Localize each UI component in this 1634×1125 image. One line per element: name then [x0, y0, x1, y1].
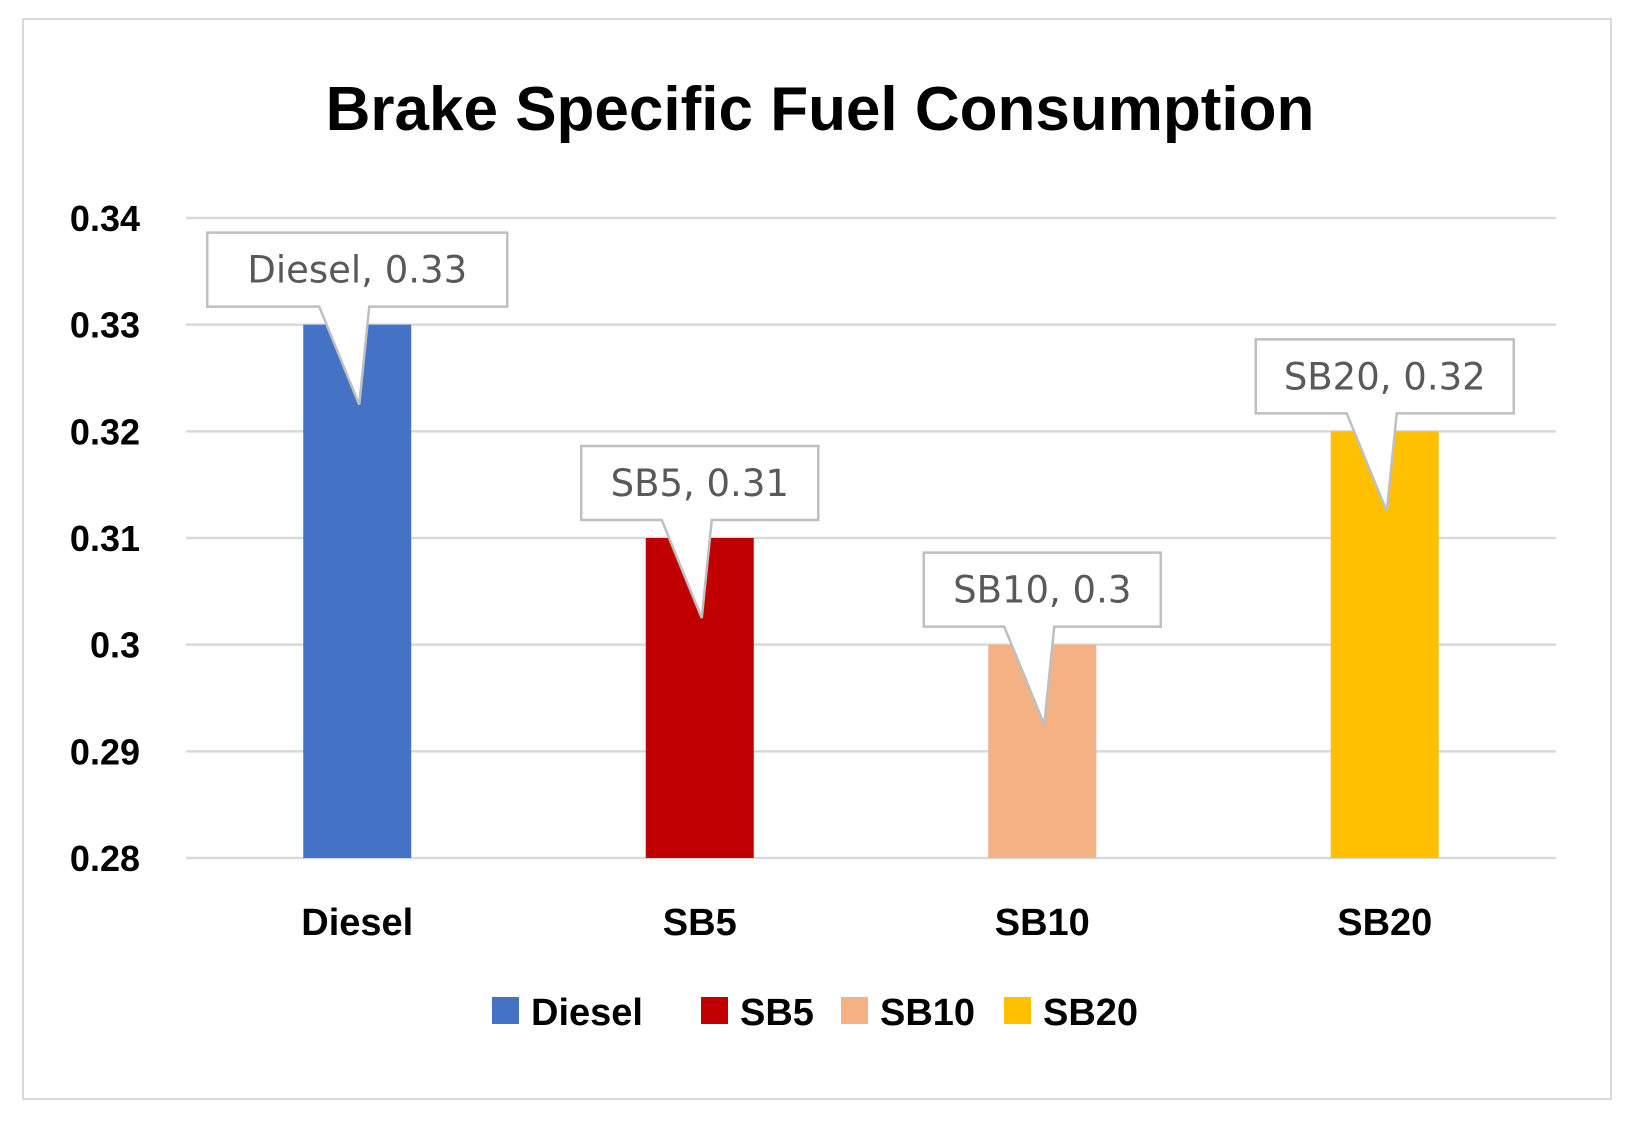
legend-swatch	[701, 997, 728, 1024]
x-tick-label: SB10	[995, 902, 1090, 944]
legend-swatch	[492, 997, 519, 1024]
gridlines	[186, 216, 1556, 860]
x-tick-label: Diesel	[301, 902, 413, 944]
y-tick-label: 0.32	[70, 411, 140, 452]
bars	[303, 324, 1439, 859]
legend-item-diesel: Diesel	[492, 992, 643, 1034]
legend-item-sb20: SB20	[1004, 992, 1138, 1034]
callout-box	[206, 231, 509, 406]
data-label: SB10, 0.3	[953, 569, 1131, 612]
data-label: SB5, 0.31	[611, 462, 789, 505]
data-label-callout: SB20, 0.32	[1254, 338, 1515, 512]
x-tick-label: SB5	[663, 902, 737, 944]
chart-title: Brake Specific Fuel Consumption	[326, 75, 1315, 144]
legend-label: SB10	[880, 992, 975, 1034]
legend-item-sb5: SB5	[701, 992, 814, 1034]
data-label-callout: SB5, 0.31	[580, 444, 820, 619]
legend-label: SB5	[740, 992, 814, 1034]
legend-label: Diesel	[531, 992, 643, 1034]
y-tick-label: 0.31	[70, 518, 140, 559]
data-label: SB20, 0.32	[1284, 355, 1486, 398]
y-tick-label: 0.29	[70, 731, 140, 772]
data-label-callouts: Diesel, 0.33 SB5, 0.31 SB10, 0.3 SB20, 0.32	[206, 231, 1515, 726]
legend-swatch	[1004, 997, 1031, 1024]
callout-box	[580, 444, 820, 619]
legend-swatch	[841, 997, 868, 1024]
x-tick-label: SB20	[1337, 902, 1432, 944]
callout-box	[1254, 338, 1515, 512]
y-tick-label: 0.28	[70, 838, 140, 879]
legend: Diesel SB5 SB10 SB20	[492, 992, 1138, 1034]
legend-item-sb10: SB10	[841, 992, 975, 1034]
y-axis-tick-labels: 0.28 0.29 0.3 0.31 0.32 0.33 0.34	[70, 198, 140, 879]
y-tick-label: 0.33	[70, 305, 140, 346]
y-tick-label: 0.3	[90, 625, 140, 666]
callout-box	[922, 551, 1162, 726]
y-tick-label: 0.34	[70, 198, 140, 239]
x-axis-tick-labels: Diesel SB5 SB10 SB20	[301, 902, 1432, 944]
data-label: Diesel, 0.33	[247, 249, 467, 292]
legend-label: SB20	[1043, 992, 1138, 1034]
bar-diesel	[303, 324, 412, 859]
data-label-callout: SB10, 0.3	[922, 551, 1162, 726]
data-label-callout: Diesel, 0.33	[206, 231, 509, 406]
